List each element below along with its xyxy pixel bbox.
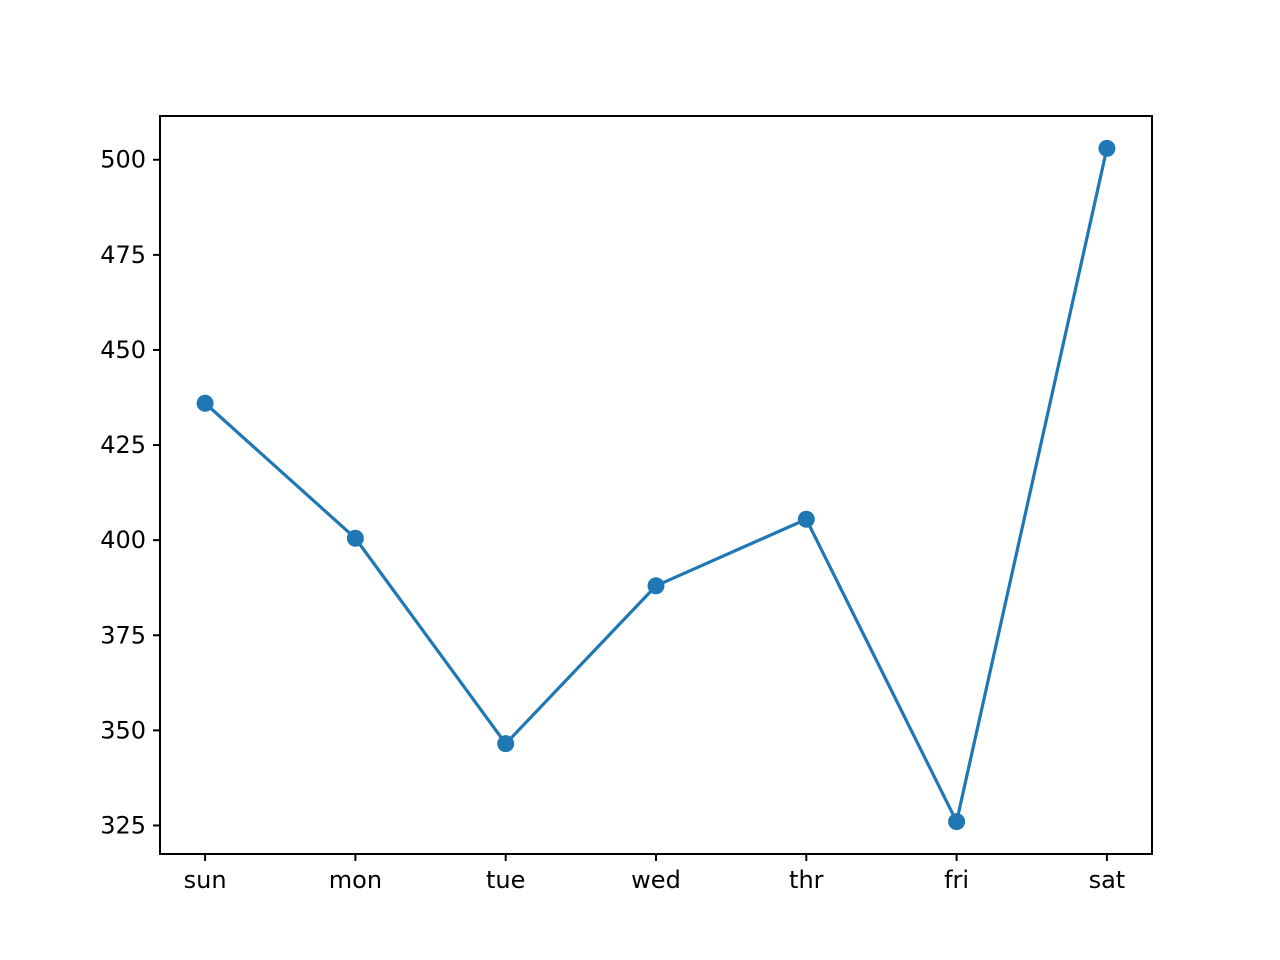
y-tick-label: 400 (100, 526, 146, 554)
y-tick-label: 500 (100, 146, 146, 174)
x-tick-label: fri (944, 866, 969, 894)
x-tick-label: wed (631, 866, 681, 894)
x-tick-label: mon (329, 866, 382, 894)
y-tick-label: 375 (100, 621, 146, 649)
plot-area-background (160, 116, 1152, 854)
y-tick-label: 450 (100, 336, 146, 364)
y-axis: 325 350 375 400 425 450 475 500 (100, 146, 160, 839)
y-tick-label: 475 (100, 241, 146, 269)
x-tick-label: thr (789, 866, 824, 894)
plot-frame (159, 115, 1153, 855)
y-tick-label: 425 (100, 431, 146, 459)
data-point-tue (497, 735, 515, 753)
x-tick-label: sat (1089, 866, 1126, 894)
data-point-thr (797, 510, 815, 528)
x-axis: sun mon tue wed thr fri sat (184, 854, 1126, 894)
x-tick-label: tue (486, 866, 525, 894)
data-point-sat (1098, 139, 1116, 157)
data-point-sun (196, 394, 214, 412)
data-point-fri (948, 813, 966, 831)
data-point-wed (647, 577, 665, 595)
x-tick-label: sun (184, 866, 227, 894)
series-group (196, 139, 1116, 831)
y-tick-label: 325 (100, 811, 146, 839)
y-tick-label: 350 (100, 716, 146, 744)
data-point-mon (346, 529, 364, 547)
